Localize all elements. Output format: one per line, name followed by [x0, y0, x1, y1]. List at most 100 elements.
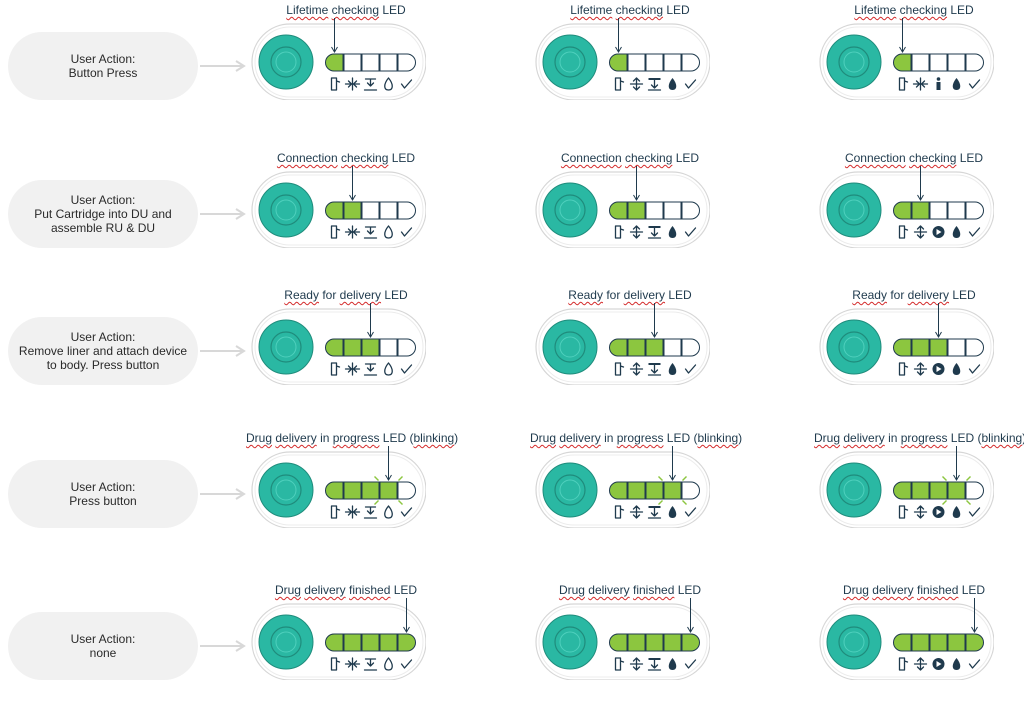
led-segment — [929, 338, 948, 357]
drop-outline-icon — [384, 657, 393, 671]
person-icon — [936, 77, 941, 90]
needle-down-icon — [647, 78, 662, 91]
drop-icon — [952, 506, 961, 518]
pointer-arrow-icon — [687, 598, 694, 633]
drop-icon — [952, 363, 961, 375]
device-panel: Drug delivery finished LED — [246, 580, 486, 680]
play-icon — [932, 506, 945, 518]
device-button — [542, 182, 598, 238]
led-segment — [681, 338, 700, 357]
state-row-finished: User Action: none Drug delivery finished L… — [0, 580, 1024, 720]
device-svg — [535, 18, 710, 100]
led-segment — [379, 53, 398, 72]
device-panel: Connection checking LED — [246, 148, 486, 248]
led-segment — [397, 201, 416, 220]
device-panel: Connection checking LED — [530, 148, 770, 248]
led-segment — [609, 201, 628, 220]
status-icons — [330, 362, 413, 376]
blink-rays-icon — [658, 476, 687, 505]
pointer-arrow-icon — [669, 446, 676, 481]
led-segment — [397, 53, 416, 72]
led-segment — [947, 201, 966, 220]
device-panel: Drug delivery in progress LED (blinking) — [530, 428, 770, 528]
device-svg — [535, 598, 710, 680]
device-button — [258, 182, 314, 238]
led-segment — [893, 53, 912, 72]
led-caption: Ready for delivery LED — [568, 288, 692, 302]
led-segment — [325, 481, 344, 500]
drop-outline-icon — [384, 505, 393, 519]
cartridge-icon — [614, 225, 625, 239]
check-icon — [968, 364, 981, 374]
state-row-delivery: User Action: Press button Drug delivery in… — [0, 428, 1024, 568]
device-panel: Lifetime checking LED — [246, 0, 486, 100]
device-button — [258, 462, 314, 518]
needle-icon — [363, 226, 378, 239]
insert-needle-icon — [913, 225, 928, 239]
led-segment — [609, 633, 628, 652]
led-segment — [965, 481, 984, 500]
device-svg — [819, 18, 994, 100]
led-segment — [645, 481, 664, 500]
device-button — [826, 34, 882, 90]
led-state-diagram: User Action: Button Press Lifetime checkin… — [0, 0, 1024, 680]
flow-arrow-icon — [198, 638, 250, 654]
retract-icon — [344, 77, 361, 91]
insert-needle-icon — [629, 657, 644, 671]
led-segment — [965, 201, 984, 220]
led-caption: Drug delivery finished LED — [274, 583, 418, 597]
pointer-arrow-icon — [403, 598, 410, 633]
device-button — [542, 614, 598, 670]
led-segment — [947, 338, 966, 357]
state-row-ready: User Action: Remove liner and attach devi… — [0, 285, 1024, 425]
device-button — [826, 462, 882, 518]
led-segment — [343, 201, 362, 220]
led-segment — [663, 633, 682, 652]
pointer-arrow-icon — [349, 166, 356, 201]
user-action-line: Remove liner and attach device — [18, 344, 188, 358]
check-icon — [684, 507, 697, 517]
device-button — [826, 614, 882, 670]
pointer-arrow-icon — [917, 166, 924, 201]
led-caption: Drug delivery in progress LED (blinking) — [246, 431, 459, 445]
device-svg — [251, 303, 426, 385]
cartridge-icon — [898, 362, 909, 376]
check-icon — [968, 79, 981, 89]
led-segment — [893, 481, 912, 500]
check-icon — [684, 659, 697, 669]
check-icon — [400, 659, 413, 669]
insert-needle-icon — [629, 225, 644, 239]
status-icons — [614, 77, 697, 91]
cartridge-icon — [614, 505, 625, 519]
user-action-bubble: User Action: Press button — [8, 460, 198, 528]
check-icon — [684, 364, 697, 374]
needle-icon — [363, 363, 378, 376]
check-icon — [684, 227, 697, 237]
drop-icon — [952, 226, 961, 238]
check-icon — [968, 507, 981, 517]
flow-arrow-icon — [198, 486, 250, 502]
led-caption: Connection checking LED — [560, 151, 700, 165]
insert-needle-icon — [629, 362, 644, 376]
led-caption: Connection checking LED — [276, 151, 416, 165]
cartridge-icon — [614, 657, 625, 671]
drop-icon — [668, 658, 677, 670]
user-action-bubble: User Action: none — [8, 612, 198, 680]
led-segment — [609, 481, 628, 500]
device-svg — [535, 303, 710, 385]
device-panel: Drug delivery finished LED — [530, 580, 770, 680]
cartridge-icon — [898, 657, 909, 671]
led-caption: Ready for delivery LED — [852, 288, 976, 302]
user-action-line: assemble RU & DU — [50, 221, 156, 235]
led-segment — [343, 481, 362, 500]
user-action-line: User Action: — [70, 52, 136, 66]
led-segment — [663, 53, 682, 72]
cartridge-icon — [330, 657, 341, 671]
drop-icon — [952, 78, 961, 90]
led-caption: Drug delivery in progress LED (blinking) — [814, 431, 1024, 445]
check-icon — [400, 364, 413, 374]
drop-icon — [668, 78, 677, 90]
needle-icon — [363, 506, 378, 519]
user-action-line: User Action: — [70, 193, 136, 207]
retract-icon — [344, 657, 361, 671]
